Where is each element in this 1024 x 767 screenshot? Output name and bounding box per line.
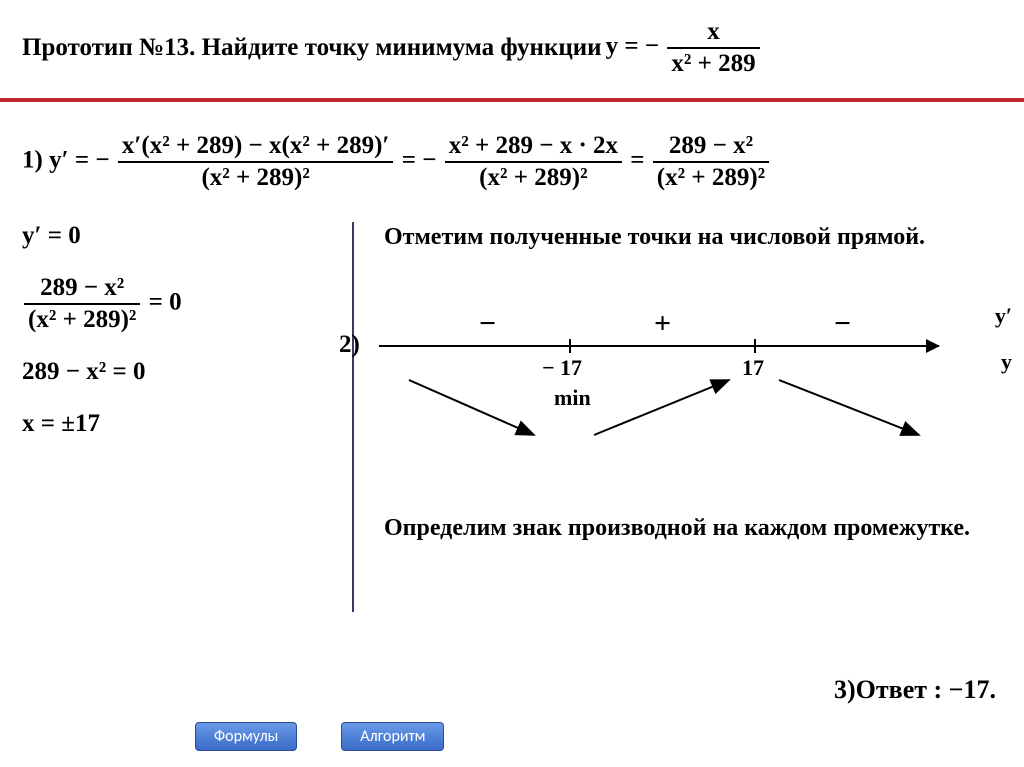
eq-yprime-zero: y′ = 0 [22, 222, 342, 250]
axis-line [379, 345, 939, 347]
answer: 3)Ответ : −17. [834, 675, 996, 705]
step-1-derivative: 1) y′ = − x′(x² + 289) − x(x² + 289)′ (x… [22, 132, 1002, 192]
yprime-label: y′ [995, 303, 1012, 329]
header: Прототип №13. Найдите точку минимума фун… [0, 0, 1024, 102]
button-bar: Формулы Алгоритм [195, 722, 444, 751]
note-sign-intervals: Определим знак производной на каждом про… [384, 513, 1002, 544]
axis-tick [754, 339, 756, 353]
sign-marker: − [479, 307, 496, 341]
vertical-divider [352, 222, 354, 612]
number-line: 2) y′ y −+− − 1717 min [384, 293, 1002, 473]
sign-marker: + [654, 307, 671, 341]
right-column: Отметим полученные точки на числовой пря… [384, 222, 1002, 612]
y-label: y [1001, 349, 1012, 375]
problem-title: Прототип №13. Найдите точку минимума фун… [22, 34, 602, 62]
eq-fraction-zero: 289 − x² (x² + 289)² = 0 [22, 274, 342, 334]
step-2-label: 2) [339, 331, 360, 359]
note-mark-points: Отметим полученные точки на числовой пря… [384, 222, 1002, 253]
eq-numerator-zero: 289 − x² = 0 [22, 358, 342, 386]
eq-solution: x = ±17 [22, 410, 342, 438]
left-column: y′ = 0 289 − x² (x² + 289)² = 0 289 − x²… [22, 222, 342, 612]
sign-marker: − [834, 307, 851, 341]
axis-tick [569, 339, 571, 353]
algorithm-button[interactable]: Алгоритм [341, 722, 444, 751]
main-content: 1) y′ = − x′(x² + 289) − x(x² + 289)′ (x… [0, 102, 1024, 612]
problem-formula: y = − x x² + 289 [606, 18, 762, 78]
formulas-button[interactable]: Формулы [195, 722, 297, 751]
monotonicity-arrows [379, 355, 949, 465]
